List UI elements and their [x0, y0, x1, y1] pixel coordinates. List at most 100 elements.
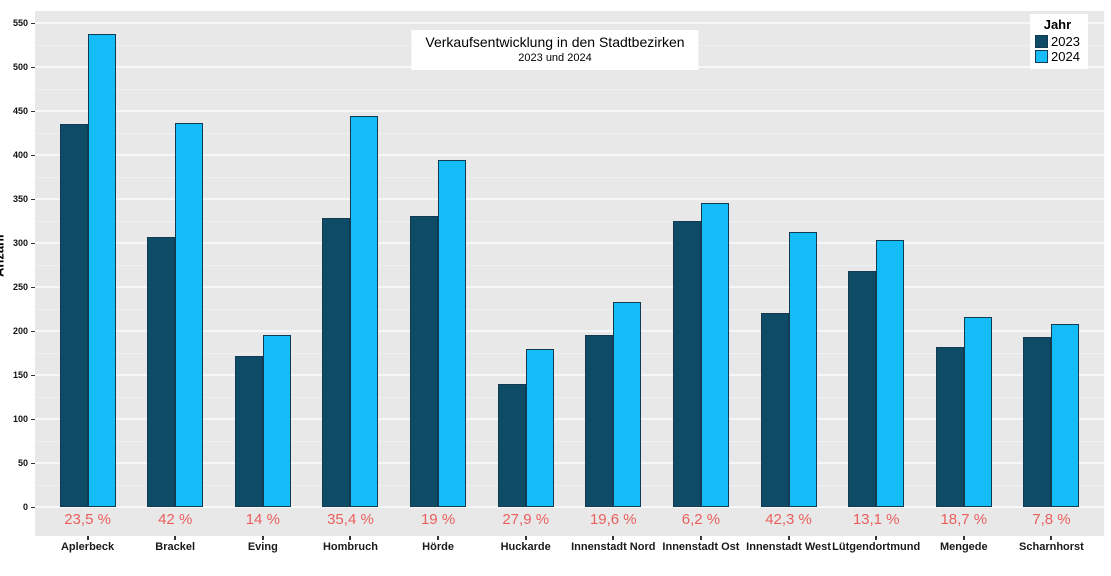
growth-label: 6,2 %: [681, 511, 721, 528]
y-tick-label: 450: [12, 106, 28, 116]
y-tick-mark: [31, 507, 35, 508]
y-tick-mark: [31, 375, 35, 376]
chart-title: Verkaufsentwicklung in den Stadtbezirken: [425, 34, 685, 50]
x-tick-mark: [261, 536, 264, 540]
x-category-label: Aplerbeck: [60, 541, 115, 553]
y-tick-label: 100: [12, 414, 28, 424]
plot-panel: 23,5 % 42 % 14 % 35,4 % 19 % 27,9 % 19,6 % 6,2 …: [35, 11, 1104, 536]
bar-2024-mengede: [964, 317, 992, 507]
legend-label: 2024: [1051, 49, 1080, 64]
bar-2023-innenstadt-nord: [585, 335, 613, 507]
gridline-major: [35, 374, 1104, 376]
bar-2024-innenstadt-ost: [701, 203, 729, 507]
legend-entries: 2023 2024: [1035, 34, 1080, 64]
y-tick-label: 350: [12, 194, 28, 204]
growth-label: 14 %: [245, 511, 280, 528]
gridline-major: [35, 506, 1104, 508]
x-category-label: Innenstadt Ost: [662, 541, 740, 553]
y-tick-label: 500: [12, 62, 28, 72]
x-tick-mark: [86, 536, 89, 540]
growth-label: 18,7 %: [940, 511, 988, 528]
x-tick-mark: [787, 536, 790, 540]
gridline-minor: [35, 309, 1104, 310]
x-tick-mark: [875, 536, 878, 540]
legend-entry-2023: 2023: [1035, 34, 1080, 49]
gridline-major: [35, 110, 1104, 112]
gridline-major: [35, 330, 1104, 332]
x-category-label: Innenstadt Nord: [571, 541, 656, 553]
gridline-minor: [35, 485, 1104, 486]
gridline-major: [35, 462, 1104, 464]
legend-label: 2023: [1051, 34, 1080, 49]
y-tick-label: 550: [12, 18, 28, 28]
x-category-label: Eving: [247, 541, 278, 553]
x-category-label: Hombruch: [322, 541, 378, 553]
gridline-minor: [35, 265, 1104, 266]
y-tick-label: 50: [17, 458, 28, 468]
y-tick-label: 150: [12, 370, 28, 380]
bar-2024-l-tgendortmund: [876, 240, 904, 507]
x-category-label: Innenstadt West: [746, 541, 831, 553]
growth-label: 42,3 %: [765, 511, 812, 528]
x-category-label: Mengede: [939, 541, 988, 553]
bar-2024-h-rde: [438, 160, 466, 507]
bar-2023-innenstadt-west: [761, 313, 789, 507]
growth-label: 23,5 %: [64, 511, 111, 528]
y-tick-mark: [31, 287, 35, 288]
growth-label: 27,9 %: [502, 511, 550, 528]
bar-2023-scharnhorst: [1023, 337, 1051, 507]
x-tick-mark: [1050, 536, 1053, 540]
y-tick-mark: [31, 199, 35, 200]
gridline-major: [35, 198, 1104, 200]
x-tick-mark: [524, 536, 527, 540]
legend-title: Jahr: [1043, 17, 1072, 32]
y-tick-label: 0: [22, 502, 28, 512]
x-tick-mark: [699, 536, 702, 540]
bar-2024-eving: [263, 335, 291, 507]
bar-2024-innenstadt-west: [789, 232, 817, 507]
gridline-minor: [35, 89, 1104, 90]
y-tick-mark: [31, 155, 35, 156]
gridline-major: [35, 22, 1104, 24]
legend-entry-2024: 2024: [1035, 49, 1080, 64]
gridline-minor: [35, 133, 1104, 134]
x-tick-mark: [437, 536, 440, 540]
x-tick-mark: [612, 536, 615, 540]
bar-2023-huckarde: [498, 384, 526, 507]
y-tick-mark: [31, 23, 35, 24]
x-category-label: Scharnhorst: [1019, 541, 1084, 553]
bar-2023-eving: [235, 356, 263, 507]
bar-2023-innenstadt-ost: [673, 221, 701, 507]
x-category-label: Hörde: [422, 541, 454, 553]
y-tick-mark: [31, 419, 35, 420]
growth-label: 7,8 %: [1032, 511, 1071, 528]
bar-2023-aplerbeck: [60, 124, 88, 507]
y-tick-label: 200: [12, 326, 28, 336]
growth-label: 42 %: [158, 511, 193, 528]
x-tick-mark: [174, 536, 177, 540]
gridline-minor: [35, 441, 1104, 442]
bar-2024-huckarde: [526, 349, 554, 507]
y-tick-label: 250: [12, 282, 28, 292]
growth-label: 35,4 %: [327, 511, 374, 528]
x-tick-mark: [962, 536, 965, 540]
bar-2024-innenstadt-nord: [613, 302, 641, 507]
growth-label: 19 %: [420, 511, 456, 528]
gridline-major: [35, 154, 1104, 156]
y-tick-mark: [31, 331, 35, 332]
chart-subtitle: 2023 und 2024: [518, 52, 592, 64]
bar-2023-mengede: [936, 347, 964, 507]
x-category-label: Lütgendortmund: [832, 541, 921, 553]
gridline-major: [35, 242, 1104, 244]
gridline-minor: [35, 353, 1104, 354]
x-category-label: Brackel: [155, 541, 196, 553]
y-tick-mark: [31, 463, 35, 464]
bar-2024-brackel: [175, 123, 203, 507]
x-category-label: Huckarde: [500, 541, 551, 553]
bar-2023-hombruch: [322, 218, 350, 507]
legend-swatch-icon: [1035, 50, 1048, 63]
bar-2024-hombruch: [350, 116, 378, 507]
chart-title-box: Verkaufsentwicklung in den Stadtbezirken…: [411, 30, 699, 70]
y-tick-mark: [31, 67, 35, 68]
